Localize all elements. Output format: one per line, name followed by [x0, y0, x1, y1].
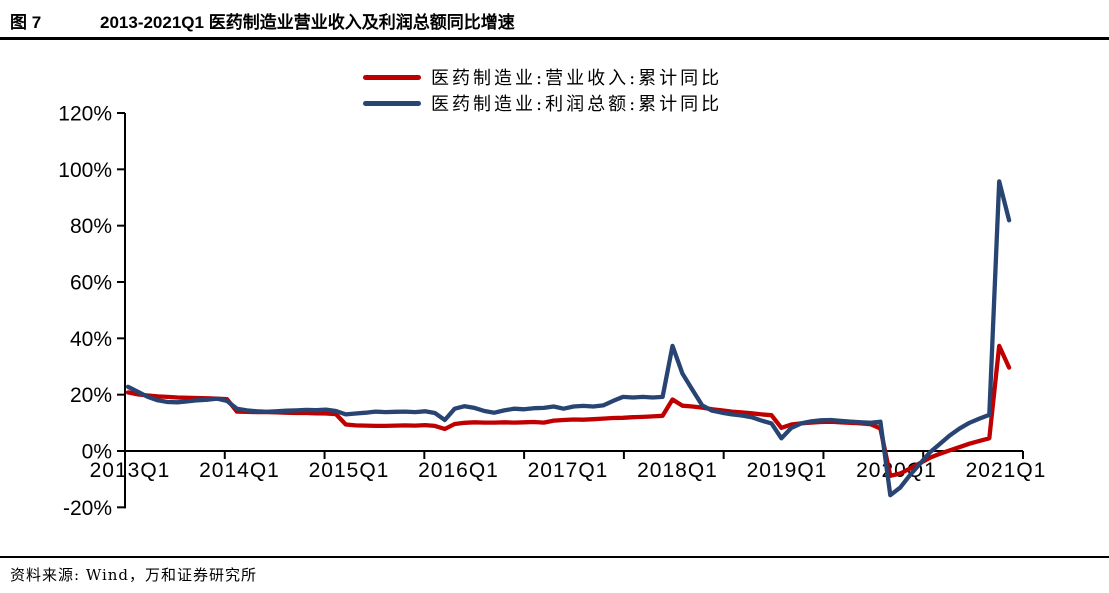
x-axis-label: 2015Q1	[309, 459, 390, 482]
x-axis-label: 2014Q1	[199, 459, 280, 482]
x-axis-label: 2016Q1	[418, 459, 499, 482]
legend-line-swatch-profit	[363, 100, 421, 106]
chart-legend: 医药制造业:营业收入:累计同比 医药制造业:利润总额:累计同比	[363, 64, 722, 116]
source-note: 资料来源: Wind，万和证券研究所	[10, 566, 258, 584]
x-axis-label: 2019Q1	[747, 459, 828, 482]
y-axis-label: 0%	[82, 441, 112, 464]
x-axis-label: 2018Q1	[637, 459, 718, 482]
y-axis-label: 20%	[70, 384, 112, 407]
y-axis-label: 60%	[70, 271, 112, 294]
y-axis-label: 100%	[58, 159, 112, 182]
legend-label-profit: 医药制造业:利润总额:累计同比	[431, 94, 723, 115]
y-axis-label: -20%	[63, 497, 112, 520]
legend-item-profit: 医药制造业:利润总额:累计同比	[363, 90, 722, 116]
footer-divider	[0, 556, 1109, 558]
series-profit-line	[125, 179, 1012, 498]
figure-title: 2013-2021Q1 医药制造业营业收入及利润总额同比增速	[100, 13, 515, 32]
x-axis-label: 2017Q1	[528, 459, 609, 482]
figure-header: 图 7 2013-2021Q1 医药制造业营业收入及利润总额同比增速	[10, 8, 515, 33]
title-divider	[0, 37, 1109, 40]
x-axis-label: 2021Q1	[966, 459, 1047, 482]
figure-label: 图 7	[10, 13, 42, 32]
x-axis-label: 2013Q1	[90, 459, 171, 482]
legend-label-revenue: 医药制造业:营业收入:累计同比	[431, 68, 723, 89]
legend-item-revenue: 医药制造业:营业收入:累计同比	[363, 64, 722, 90]
y-axis-label: 40%	[70, 328, 112, 351]
legend-line-swatch-revenue	[363, 74, 421, 80]
line-chart: 120% 100% 80% 60% 40% 20% 0% -20% 2013Q1 2014Q1 20…	[58, 102, 1047, 520]
y-axis-label: 120%	[58, 102, 112, 125]
y-axis-label: 80%	[70, 215, 112, 238]
